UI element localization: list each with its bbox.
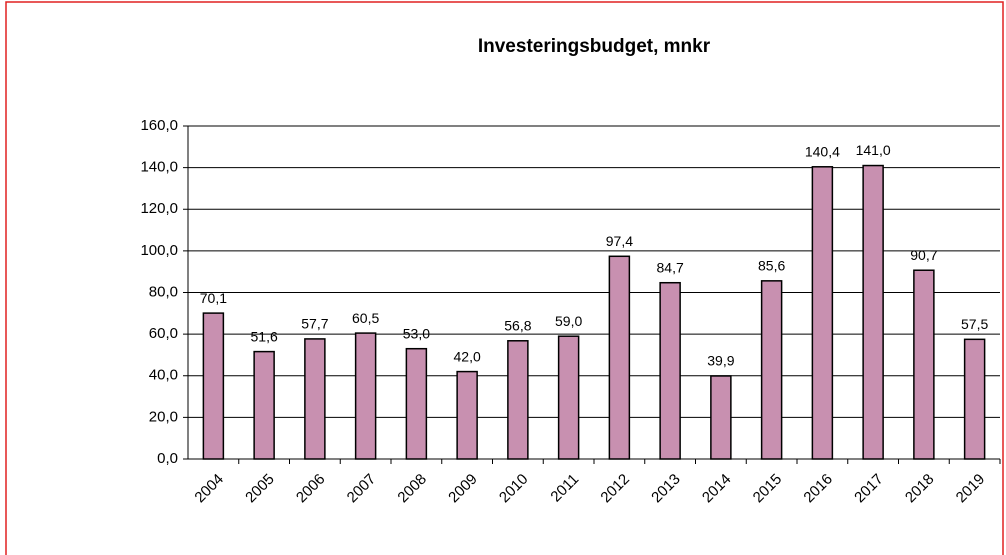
bar <box>710 375 732 460</box>
bar <box>659 281 681 460</box>
y-tick-label: 120,0 <box>140 200 178 217</box>
x-tick-label: 2015 <box>750 471 786 507</box>
x-tick-label: 2005 <box>242 471 278 507</box>
value-label: 56,8 <box>504 317 531 333</box>
value-label: 57,7 <box>301 316 328 332</box>
frame <box>5 1 1004 555</box>
value-label: 97,4 <box>606 233 633 249</box>
bar <box>405 347 428 460</box>
y-tick-label: 20,0 <box>149 408 178 425</box>
bar <box>557 335 580 460</box>
value-label: 57,5 <box>961 316 988 332</box>
value-label: 51,6 <box>251 328 278 344</box>
value-label: 90,7 <box>910 247 937 263</box>
y-tick-label: 100,0 <box>140 242 178 259</box>
y-tick-label: 0,0 <box>157 450 178 467</box>
value-label: 42,0 <box>454 348 481 364</box>
bar <box>456 370 478 460</box>
x-tick-label: 2016 <box>800 471 836 507</box>
x-tick-label: 2011 <box>547 471 582 506</box>
x-tick-label: 2008 <box>394 471 430 507</box>
x-tick-label: 2004 <box>191 471 227 507</box>
x-tick-label: 2014 <box>699 471 735 507</box>
x-tick-label: 2017 <box>851 471 887 507</box>
value-label: 141,0 <box>856 142 891 158</box>
x-tick-label: 2006 <box>293 471 329 507</box>
x-tick-label: 2018 <box>902 471 938 507</box>
bar <box>862 164 884 460</box>
bar <box>913 269 935 460</box>
value-label: 84,7 <box>657 259 684 275</box>
x-tick-label: 2007 <box>344 471 380 507</box>
value-label: 39,9 <box>707 353 734 369</box>
chart-title: Investeringsbudget, mnkr <box>478 36 711 57</box>
y-tick-label: 40,0 <box>149 367 178 384</box>
bar <box>304 338 326 460</box>
y-tick-label: 160,0 <box>140 117 178 134</box>
bar <box>202 312 225 460</box>
bar <box>760 280 783 460</box>
x-tick-label: 2010 <box>496 471 532 507</box>
value-label: 53,0 <box>403 325 430 341</box>
x-tick-label: 2012 <box>597 471 633 507</box>
bar <box>354 332 377 460</box>
y-tick-label: 140,0 <box>140 159 178 176</box>
bar <box>811 166 834 460</box>
value-label: 140,4 <box>805 143 840 159</box>
y-tick-label: 80,0 <box>149 283 178 300</box>
x-tick-label: 2009 <box>445 471 481 507</box>
x-tick-label: 2013 <box>648 471 684 507</box>
y-tick-label: 60,0 <box>149 325 178 342</box>
value-label: 70,1 <box>200 290 227 306</box>
bar <box>507 340 529 460</box>
bar <box>963 338 986 460</box>
value-label: 60,5 <box>352 310 379 326</box>
bar <box>608 255 631 460</box>
bar <box>253 350 275 460</box>
x-tick-label: 2019 <box>953 471 989 507</box>
value-label: 59,0 <box>555 313 582 329</box>
value-label: 85,6 <box>758 258 785 274</box>
